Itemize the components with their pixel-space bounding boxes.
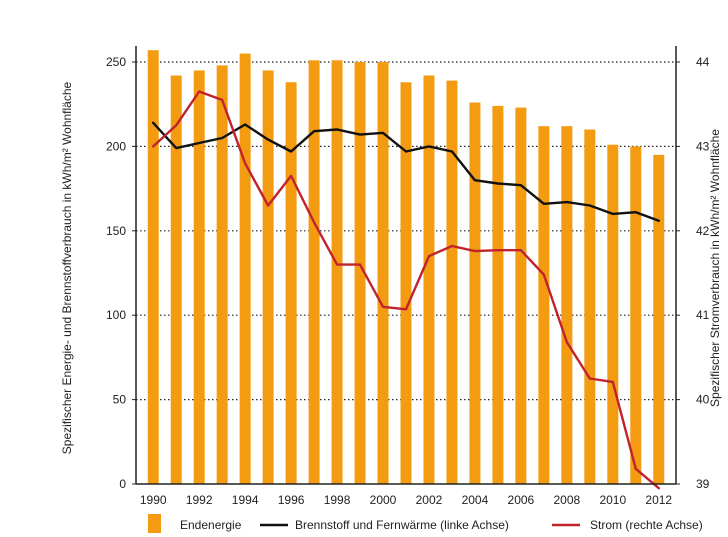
legend-label-strom: Strom (rechte Achse) [590, 518, 703, 532]
bar-1998 [331, 60, 343, 484]
tick-label-left-150: 150 [106, 224, 126, 238]
tick-label-left-0: 0 [119, 477, 126, 491]
bar-2002 [423, 75, 435, 484]
bar-2009 [584, 129, 596, 484]
series-lines [151, 90, 660, 490]
bar-2011 [630, 146, 642, 484]
bar-1991 [170, 75, 182, 484]
bar-2000 [377, 62, 389, 484]
tick-label-right-41: 41 [696, 308, 710, 322]
y-axis-right-label: Spezifischer Stromverbrauch in kWh/m² Wo… [708, 129, 722, 407]
bar-1996 [285, 82, 297, 485]
tick-label-right-44: 44 [696, 55, 710, 69]
bar-2007 [538, 126, 550, 485]
tick-label-right-40: 40 [696, 393, 710, 407]
bar-2003 [446, 80, 458, 485]
tick-label-x-1992: 1992 [186, 493, 213, 507]
legend-swatch-endenergie [148, 514, 161, 533]
bar-2004 [469, 102, 481, 485]
bar-2012 [653, 154, 665, 484]
bar-1992 [193, 70, 205, 484]
tick-label-right-43: 43 [696, 139, 710, 153]
bar-1990 [147, 50, 159, 485]
bar-2008 [561, 126, 573, 485]
tick-label-x-2000: 2000 [370, 493, 397, 507]
legend-label-endenergie: Endenergie [180, 518, 242, 532]
tick-label-x-1996: 1996 [278, 493, 305, 507]
tick-label-left-100: 100 [106, 308, 126, 322]
bar-2001 [400, 82, 412, 485]
tick-labels: 0 50 100 150 200 250 39 40 41 42 43 44 1990 1992 1994 1… [106, 55, 710, 507]
bar-2006 [515, 107, 527, 485]
tick-label-x-2008: 2008 [553, 493, 580, 507]
bar-1997 [308, 60, 320, 484]
legend-label-brennstoff: Brennstoff und Fernwärme (linke Achse) [295, 518, 509, 532]
tick-label-x-2002: 2002 [416, 493, 443, 507]
bars-endenergie [147, 50, 665, 485]
tick-label-left-200: 200 [106, 139, 126, 153]
bar-1993 [216, 65, 228, 484]
tick-label-x-1990: 1990 [140, 493, 167, 507]
tick-label-right-42: 42 [696, 224, 710, 238]
tick-label-x-1994: 1994 [232, 493, 259, 507]
tick-label-x-2006: 2006 [508, 493, 535, 507]
tick-label-x-2010: 2010 [599, 493, 626, 507]
y-axis-left-label: Spezifischer Energie- und Brennstoffverb… [60, 81, 74, 454]
bar-2010 [607, 144, 619, 484]
bar-1995 [262, 70, 274, 484]
bar-2005 [492, 105, 504, 484]
bar-1999 [354, 62, 366, 484]
tick-label-right-39: 39 [696, 477, 710, 491]
tick-label-left-250: 250 [106, 55, 126, 69]
tick-label-x-2004: 2004 [462, 493, 489, 507]
tick-label-x-1998: 1998 [324, 493, 351, 507]
line-brennstoff-fernwaerme [151, 121, 660, 222]
tick-label-x-2012: 2012 [645, 493, 672, 507]
bar-1994 [239, 53, 251, 485]
legend: Endenergie Brennstoff und Fernwärme (lin… [148, 514, 703, 533]
tick-label-left-50: 50 [113, 393, 127, 407]
line-strom [151, 90, 660, 490]
axes [132, 46, 680, 485]
